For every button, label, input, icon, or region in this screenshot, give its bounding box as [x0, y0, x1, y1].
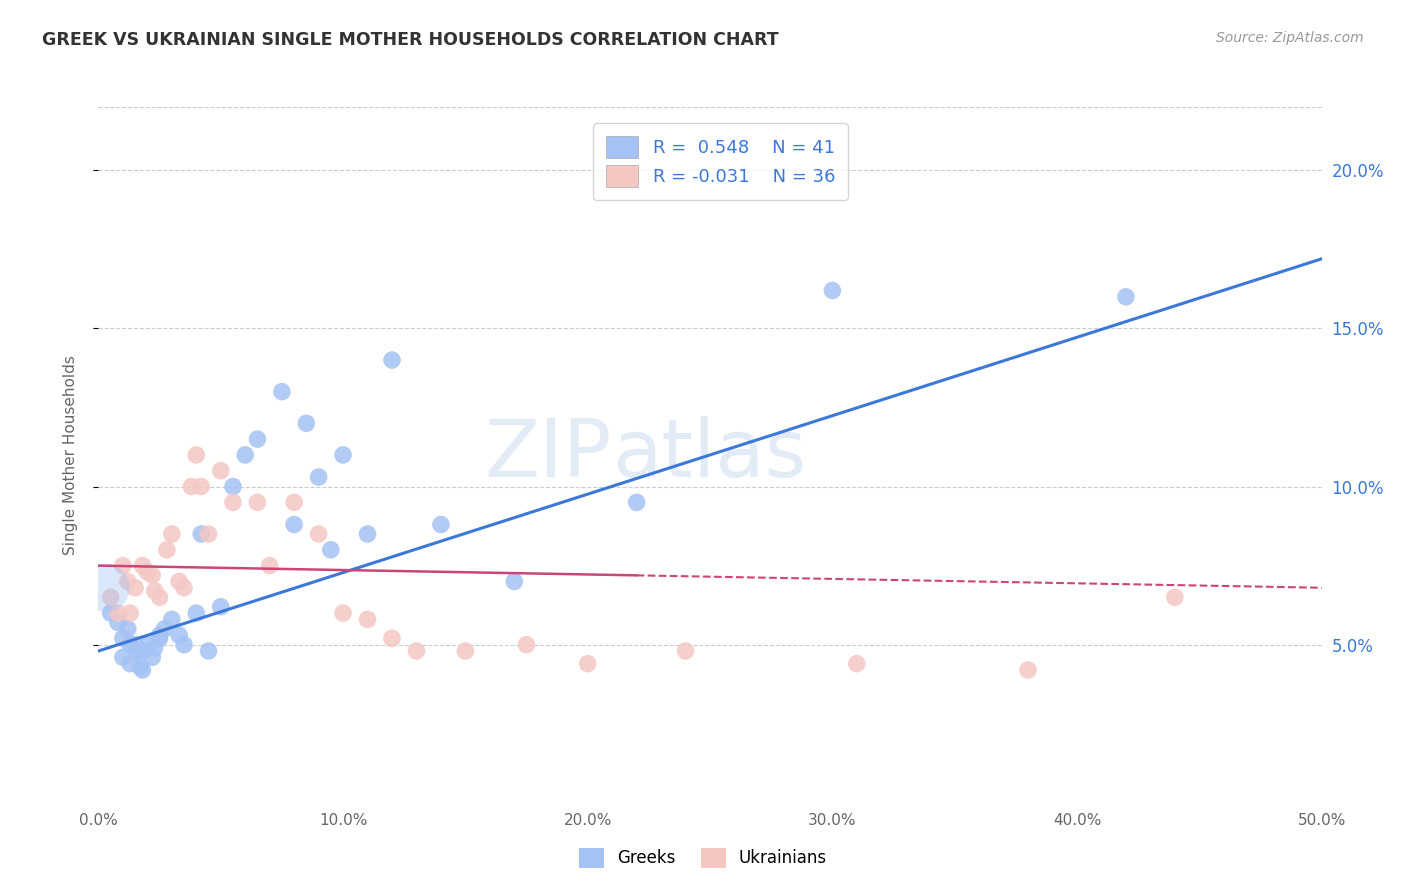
- Point: [131, 558, 153, 573]
- Point: [129, 660, 152, 674]
- Point: [356, 612, 378, 626]
- Point: [156, 542, 179, 557]
- Point: [186, 606, 208, 620]
- Point: [153, 622, 176, 636]
- Point: [515, 638, 537, 652]
- Point: [120, 657, 142, 671]
- Point: [127, 644, 149, 658]
- Point: [190, 527, 212, 541]
- Point: [295, 417, 318, 431]
- Point: [160, 527, 183, 541]
- Point: [117, 622, 139, 636]
- Point: [141, 650, 163, 665]
- Point: [167, 574, 190, 589]
- Point: [136, 565, 159, 579]
- Point: [141, 568, 163, 582]
- Point: [283, 495, 305, 509]
- Point: [197, 644, 219, 658]
- Point: [100, 606, 122, 620]
- Point: [173, 581, 195, 595]
- Point: [160, 612, 183, 626]
- Point: [111, 650, 134, 665]
- Text: ZIP: ZIP: [485, 416, 612, 494]
- Point: [381, 353, 404, 368]
- Point: [233, 448, 256, 462]
- Point: [173, 638, 195, 652]
- Point: [186, 448, 208, 462]
- Point: [576, 657, 599, 671]
- Point: [107, 615, 129, 630]
- Point: [821, 284, 844, 298]
- Text: Source: ZipAtlas.com: Source: ZipAtlas.com: [1216, 31, 1364, 45]
- Point: [1164, 591, 1187, 605]
- Point: [430, 517, 453, 532]
- Point: [131, 644, 153, 658]
- Point: [454, 644, 477, 658]
- Point: [197, 527, 219, 541]
- Point: [308, 470, 330, 484]
- Point: [149, 628, 172, 642]
- Point: [503, 574, 526, 589]
- Point: [117, 574, 139, 589]
- Point: [1017, 663, 1039, 677]
- Point: [131, 663, 153, 677]
- Point: [381, 632, 404, 646]
- Point: [190, 479, 212, 493]
- Point: [283, 517, 305, 532]
- Point: [259, 558, 281, 573]
- Point: [124, 638, 146, 652]
- Point: [626, 495, 648, 509]
- Point: [246, 432, 269, 446]
- Point: [107, 606, 129, 620]
- Point: [180, 479, 202, 493]
- Point: [319, 542, 342, 557]
- Point: [209, 599, 232, 614]
- Point: [143, 583, 166, 598]
- Point: [845, 657, 868, 671]
- Point: [100, 591, 122, 605]
- Point: [120, 606, 142, 620]
- Point: [222, 479, 245, 493]
- Point: [120, 638, 142, 652]
- Point: [124, 581, 146, 595]
- Point: [149, 632, 172, 646]
- Point: [209, 464, 232, 478]
- Point: [111, 632, 134, 646]
- Point: [149, 591, 172, 605]
- Y-axis label: Single Mother Households: Single Mother Households: [63, 355, 77, 555]
- Point: [94, 581, 117, 595]
- Point: [332, 606, 354, 620]
- Point: [675, 644, 697, 658]
- Point: [308, 527, 330, 541]
- Point: [167, 628, 190, 642]
- Point: [405, 644, 427, 658]
- Point: [246, 495, 269, 509]
- Point: [136, 638, 159, 652]
- Text: GREEK VS UKRAINIAN SINGLE MOTHER HOUSEHOLDS CORRELATION CHART: GREEK VS UKRAINIAN SINGLE MOTHER HOUSEHO…: [42, 31, 779, 49]
- Point: [356, 527, 378, 541]
- Legend: Greeks, Ukrainians: Greeks, Ukrainians: [572, 841, 834, 875]
- Point: [332, 448, 354, 462]
- Point: [270, 384, 294, 399]
- Point: [111, 558, 134, 573]
- Legend: R =  0.548    N = 41, R = -0.031    N = 36: R = 0.548 N = 41, R = -0.031 N = 36: [593, 123, 848, 200]
- Point: [143, 640, 166, 655]
- Point: [1115, 290, 1137, 304]
- Point: [222, 495, 245, 509]
- Text: atlas: atlas: [612, 416, 807, 494]
